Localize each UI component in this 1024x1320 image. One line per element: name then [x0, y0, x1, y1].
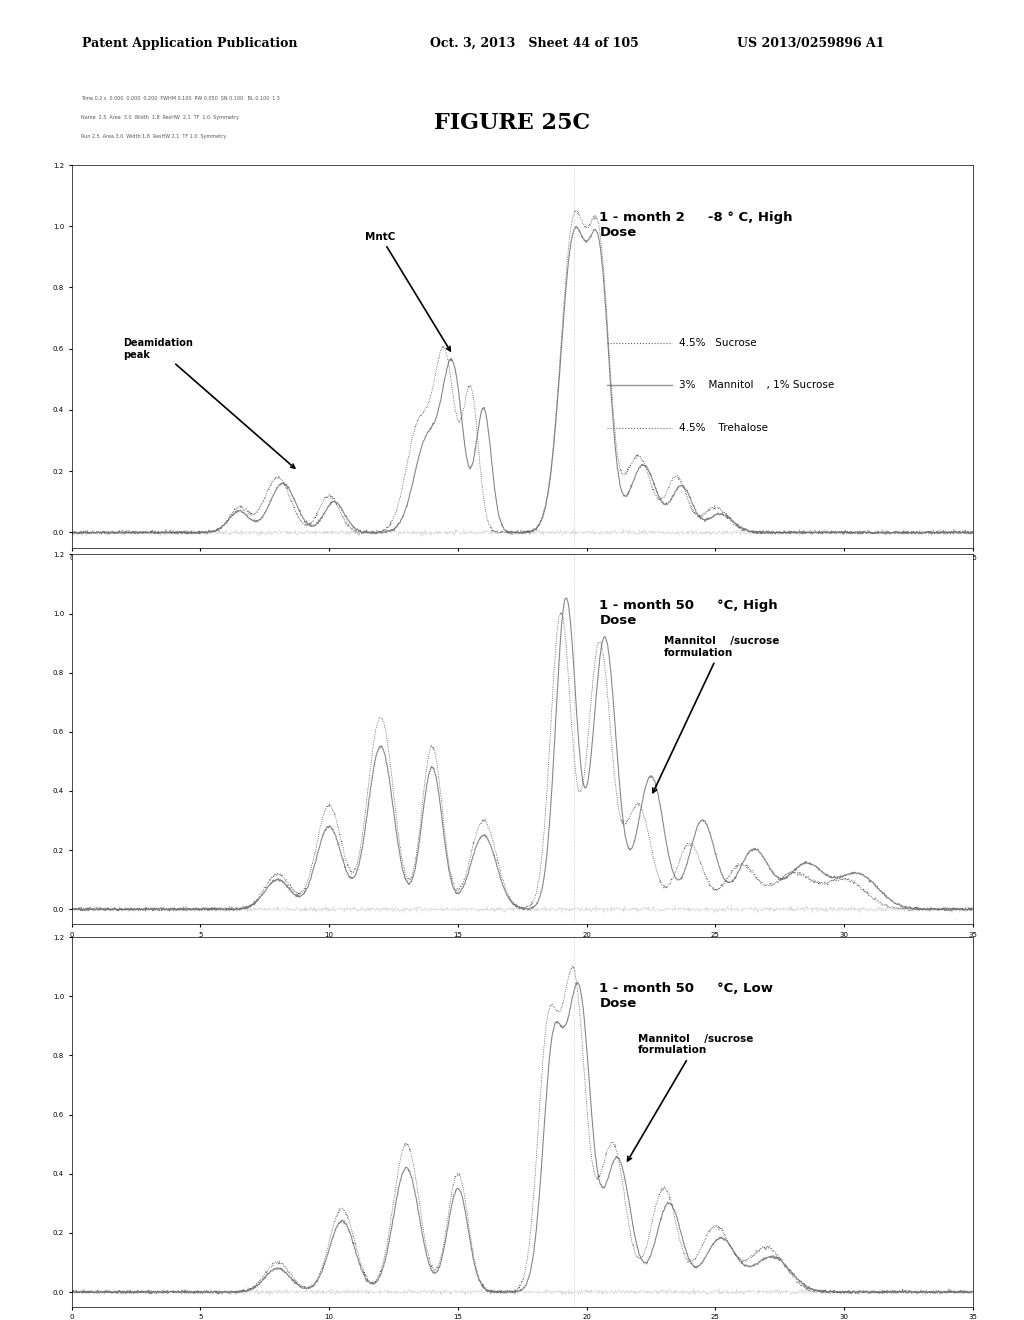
Text: 1 - month 50     °C, Low
Dose: 1 - month 50 °C, Low Dose [599, 982, 773, 1010]
Text: 4.5%   Sucrose: 4.5% Sucrose [679, 338, 757, 347]
Text: Time 0.2 s  0.000  0.000  0.200  FWHM 0.100  PW 0.050  SN 0.100   BL 0.100  1.5: Time 0.2 s 0.000 0.000 0.200 FWHM 0.100 … [81, 96, 280, 102]
Text: Mannitol    /sucrose
formulation: Mannitol /sucrose formulation [628, 1034, 754, 1160]
Text: Mannitol    /sucrose
formulation: Mannitol /sucrose formulation [653, 636, 779, 793]
Text: Name  2.5  Area  3.0  Width  1.8  ResHW  2.1  TF  1.0  Symmetry: Name 2.5 Area 3.0 Width 1.8 ResHW 2.1 TF… [81, 115, 239, 120]
Text: 1 - month 50     °C, High
Dose: 1 - month 50 °C, High Dose [599, 599, 778, 627]
Text: 1 - month 2     -8 ° C, High
Dose: 1 - month 2 -8 ° C, High Dose [599, 211, 793, 239]
Text: Oct. 3, 2013   Sheet 44 of 105: Oct. 3, 2013 Sheet 44 of 105 [430, 37, 639, 50]
Text: US 2013/0259896 A1: US 2013/0259896 A1 [737, 37, 885, 50]
Text: Patent Application Publication: Patent Application Publication [82, 37, 297, 50]
Text: 4.5%    Trehalose: 4.5% Trehalose [679, 424, 768, 433]
Text: MntC: MntC [366, 231, 451, 351]
Text: FIGURE 25C: FIGURE 25C [434, 112, 590, 135]
Text: Deamidation
peak: Deamidation peak [123, 338, 295, 469]
Text: Run 2.5  Area 3.0  Width 1.8  ResHW 2.1  TF 1.0  Symmetry: Run 2.5 Area 3.0 Width 1.8 ResHW 2.1 TF … [81, 135, 226, 140]
Text: 3%    Mannitol    , 1% Sucrose: 3% Mannitol , 1% Sucrose [679, 380, 835, 391]
